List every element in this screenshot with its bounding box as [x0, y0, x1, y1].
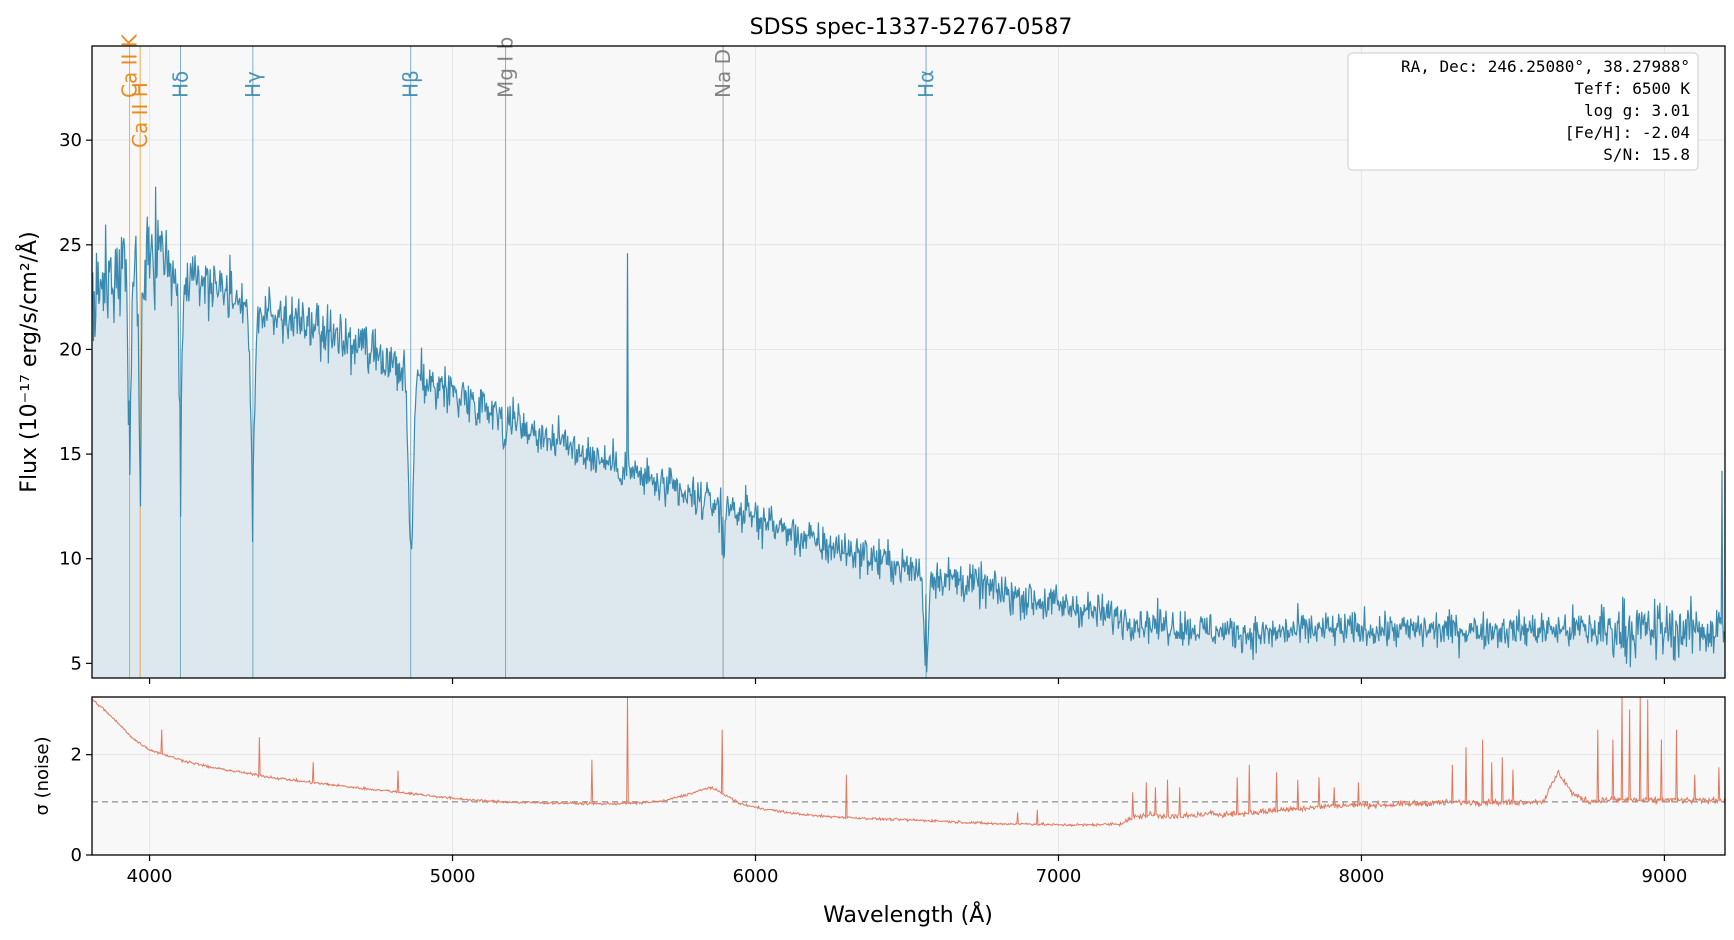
- spectral-line-label: Na D: [711, 49, 735, 98]
- spectral-line-label: Ca II K: [118, 33, 142, 98]
- flux-y-tick-label: 15: [59, 444, 82, 465]
- figure-title: SDSS spec-1337-52767-0587: [750, 15, 1073, 40]
- noise-x-tick-label: 4000: [127, 866, 173, 887]
- spectral-line-label: Mg I b: [494, 37, 518, 98]
- info-sn: S/N: 15.8: [1603, 145, 1690, 164]
- spectral-line-label: Hγ: [241, 71, 265, 98]
- info-box-frame: [1347, 52, 1699, 171]
- noise-panel-frame: [91, 696, 1726, 856]
- noise-x-tick-label: 5000: [430, 866, 476, 887]
- spectral-line-label: Hα: [914, 70, 938, 98]
- flux-y-tick-label: 5: [71, 653, 82, 674]
- flux-y-tick-label: 10: [59, 549, 82, 570]
- spectral-line-markers: [129, 46, 927, 678]
- flux-panel: Ca II KCa II H Hδ Hγ Hβ Mg I b Na D Hα 5 10 15 20…: [15, 33, 1726, 684]
- flux-y-axis-label: Flux (10⁻¹⁷ erg/s/cm²/Å): [15, 231, 42, 492]
- flux-y-tick-label: 30: [59, 130, 82, 151]
- info-logg: log g: 3.01: [1584, 101, 1690, 120]
- noise-y-tick-label: 2: [71, 745, 82, 766]
- noise-x-tick-label: 8000: [1339, 866, 1385, 887]
- info-feh: [Fe/H]: -2.04: [1565, 123, 1690, 142]
- noise-x-ticks: 4000 5000 6000 7000 8000 9000: [127, 855, 1688, 887]
- spectral-line-labels: Ca II KCa II H Hδ Hγ Hβ Mg I b Na D Hα: [118, 33, 939, 148]
- noise-x-tick-label: 9000: [1642, 866, 1688, 887]
- flux-y-tick-label: 20: [59, 339, 82, 360]
- noise-y-ticks: 02: [71, 745, 92, 866]
- flux-fill-area: [92, 186, 1725, 678]
- spectral-line-label: Hβ: [399, 70, 423, 98]
- noise-x-tick-label: 6000: [733, 866, 779, 887]
- info-radec: RA, Dec: 246.25080°, 38.27988°: [1401, 57, 1690, 76]
- noise-y-axis-label: σ (noise): [32, 736, 53, 815]
- flux-panel-frame: [91, 45, 1726, 679]
- flux-series-line: [91, 186, 1726, 673]
- spectral-line-label: Hδ: [168, 71, 192, 98]
- noise-panel-background: [92, 697, 1725, 855]
- info-box: RA, Dec: 246.25080°, 38.27988° Teff: 650…: [1347, 52, 1699, 171]
- x-axis-label: Wavelength (Å): [823, 901, 993, 928]
- noise-series-line: [91, 696, 1726, 828]
- noise-y-tick-label: 0: [71, 845, 82, 866]
- flux-y-tick-label: 25: [59, 235, 82, 256]
- flux-y-ticks: 5 10 15 20 25 30: [59, 130, 92, 674]
- flux-x-ticks: [148, 678, 1666, 684]
- spectral-line-label: Ca II H: [128, 82, 152, 148]
- noise-panel: 02 4000 5000 6000 7000 8000 9000 σ (noise) Wa…: [32, 696, 1726, 928]
- info-teff: Teff: 6500 K: [1574, 79, 1690, 98]
- noise-x-tick-label: 7000: [1036, 866, 1082, 887]
